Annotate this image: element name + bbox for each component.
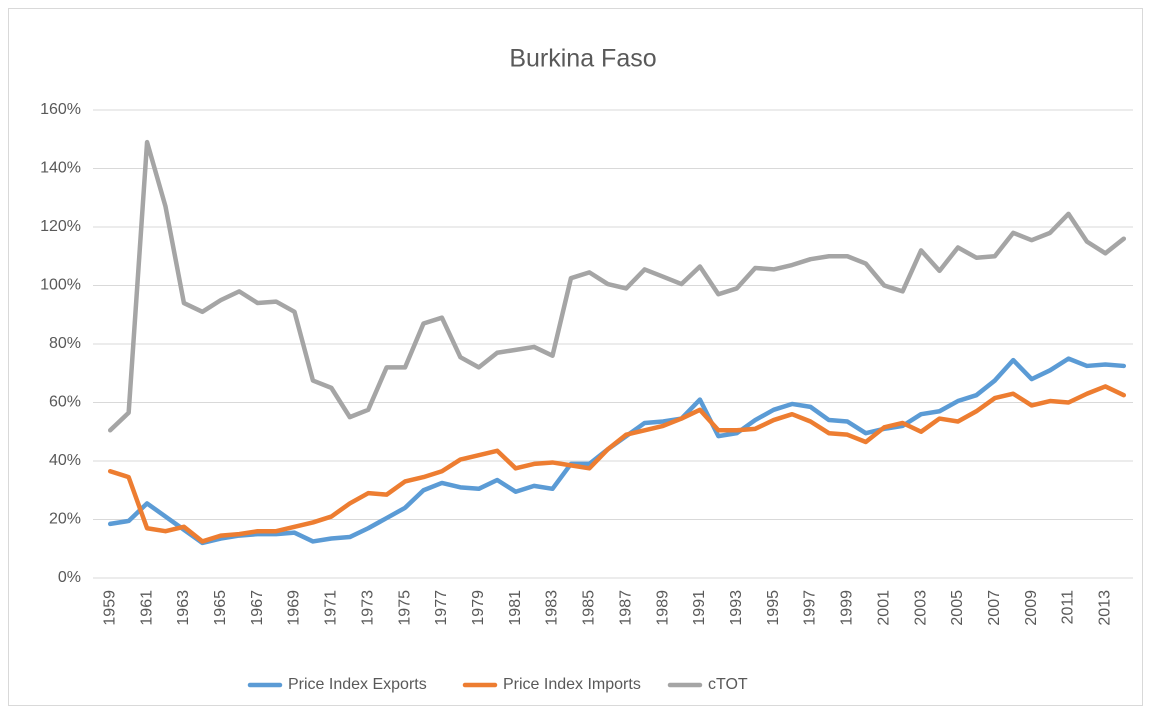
y-tick-label: 160% <box>40 101 81 118</box>
chart-title: Burkina Faso <box>509 45 656 73</box>
y-tick-label: 40% <box>49 452 81 469</box>
series-line <box>107 139 1127 433</box>
x-tick-label: 2009 <box>1023 590 1040 626</box>
x-tick-label: 1971 <box>323 590 340 626</box>
legend-label: Price Index Exports <box>288 676 427 693</box>
x-tick-label: 2013 <box>1097 590 1114 626</box>
legend-label: cTOT <box>708 676 748 693</box>
x-tick-label: 1975 <box>396 590 413 626</box>
chart-frame <box>8 8 1143 706</box>
x-tick-label: 1983 <box>544 590 561 626</box>
x-tick-label: 1987 <box>617 590 634 626</box>
x-tick-label: 1981 <box>507 590 524 626</box>
x-tick-label: 1985 <box>581 590 598 626</box>
legend-label: Price Index Imports <box>503 676 641 693</box>
x-tick-label: 1967 <box>249 590 266 626</box>
y-tick-label: 80% <box>49 335 81 352</box>
x-tick-label: 1999 <box>839 590 856 626</box>
x-tick-label: 1959 <box>101 590 118 626</box>
x-tick-label: 1965 <box>212 590 229 626</box>
x-tick-label: 1977 <box>433 590 450 626</box>
y-tick-label: 60% <box>49 394 81 411</box>
y-tick-label: 0% <box>58 569 81 586</box>
y-tick-label: 20% <box>49 511 81 528</box>
x-tick-label: 2011 <box>1060 590 1077 625</box>
x-tick-label: 2005 <box>949 590 966 626</box>
x-tick-label: 2007 <box>986 590 1003 626</box>
x-tick-label: 1989 <box>654 590 671 626</box>
x-tick-label: 2003 <box>912 590 929 626</box>
x-tick-label: 1973 <box>359 590 376 626</box>
x-tick-label: 1995 <box>765 590 782 626</box>
x-tick-label: 1963 <box>175 590 192 626</box>
x-tick-label: 1993 <box>728 590 745 626</box>
series-line <box>107 384 1127 544</box>
x-tick-label: 2001 <box>875 590 892 626</box>
x-tick-label: 1997 <box>802 590 819 626</box>
x-tick-label: 1969 <box>286 590 303 626</box>
x-tick-label: 1979 <box>470 590 487 626</box>
x-tick-label: 1961 <box>138 590 155 626</box>
y-tick-label: 100% <box>40 277 81 294</box>
x-tick-label: 1991 <box>691 590 708 626</box>
y-tick-label: 140% <box>40 160 81 177</box>
y-tick-label: 120% <box>40 218 81 235</box>
